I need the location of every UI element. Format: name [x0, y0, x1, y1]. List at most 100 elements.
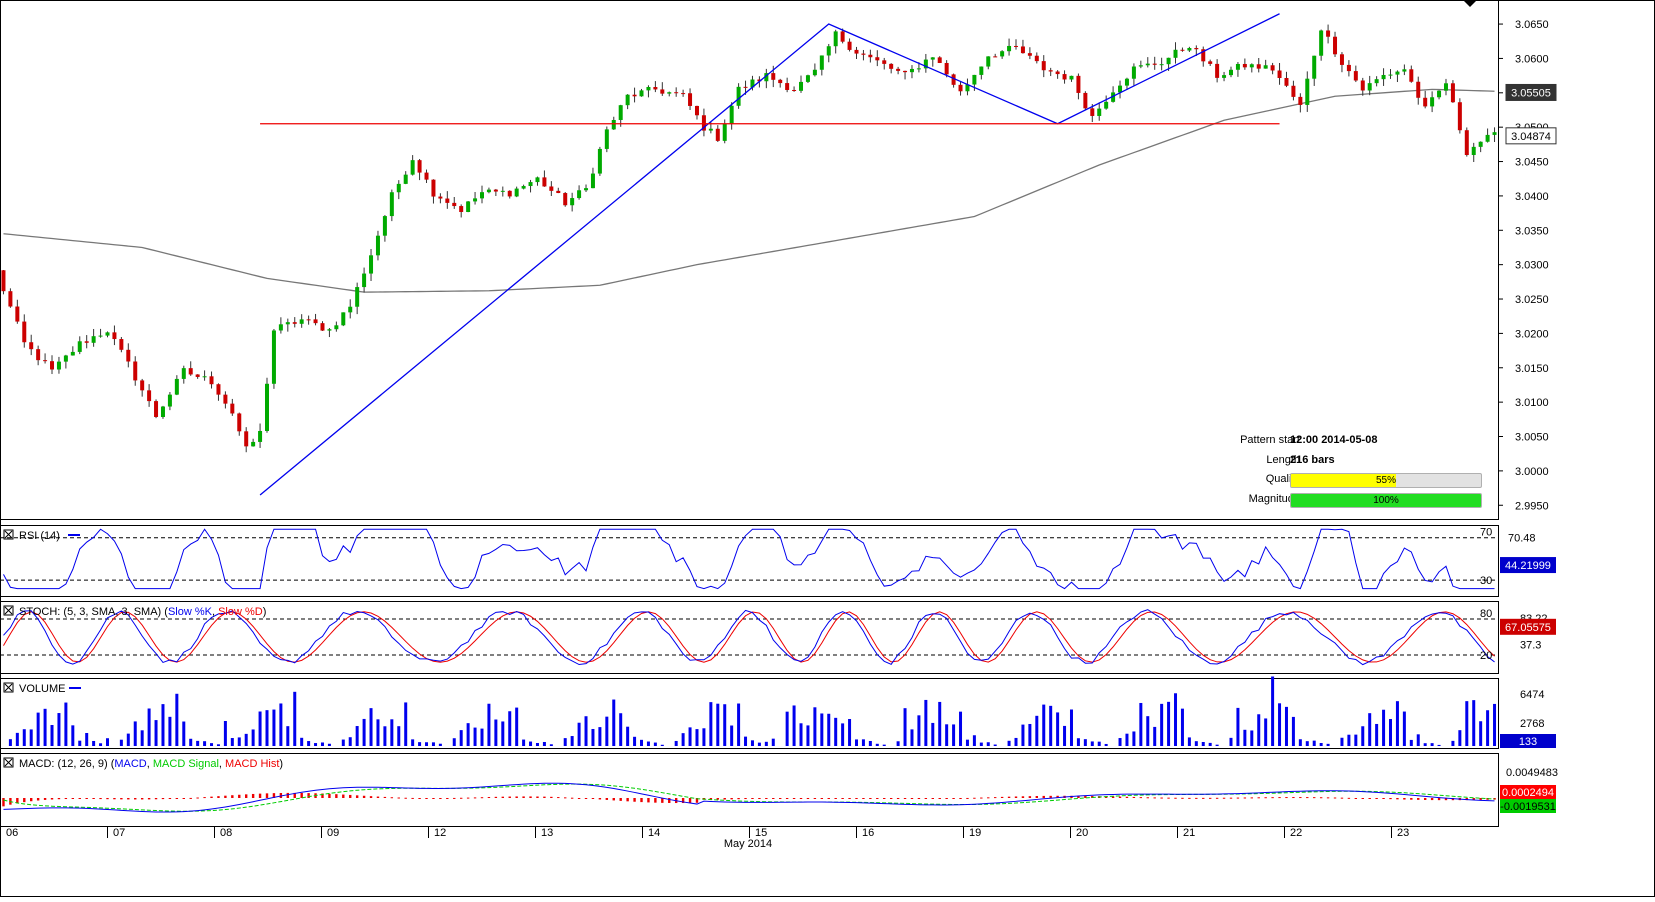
volume-bar: [1132, 731, 1136, 746]
volume-bar: [203, 741, 207, 746]
stoch-tick-label: 37.3: [1520, 640, 1541, 652]
macd-hist-bar: [529, 796, 532, 798]
stoch-level-label: 80: [1480, 608, 1492, 620]
volume-bar: [716, 703, 720, 746]
volume-bar: [314, 743, 318, 746]
macd-hist-bar: [258, 793, 262, 798]
candle-body: [98, 335, 103, 337]
macd-hist-bar: [1167, 797, 1170, 799]
macd-hist-bar: [64, 798, 68, 800]
volume-bar: [140, 730, 144, 746]
candle-body: [861, 53, 866, 55]
volume-bar: [986, 742, 990, 746]
price-tick-label: 3.0150: [1515, 363, 1549, 375]
macd-hist-bar: [841, 798, 844, 799]
candle-body: [167, 394, 172, 407]
volume-bar: [1389, 719, 1393, 746]
volume-bar: [1104, 743, 1108, 746]
macd-hist-bar: [99, 798, 102, 800]
macd-hist-bar: [362, 795, 366, 798]
volume-bar: [820, 713, 824, 746]
macd-hist-bar: [1437, 798, 1441, 801]
candle-body: [77, 341, 82, 352]
candle-body: [889, 63, 894, 69]
volume-bar: [542, 741, 546, 746]
candle-body: [521, 186, 526, 189]
macd-badge: [1500, 799, 1556, 813]
candle-body: [403, 174, 408, 184]
candle-body: [1277, 70, 1282, 78]
candle-body: [1180, 49, 1185, 51]
macd-hist-bar: [30, 798, 33, 802]
volume-bar: [189, 738, 193, 746]
quality-row: Quality 55%: [1210, 473, 1490, 491]
stoch-k-line: [3, 609, 1495, 666]
macd-hist-bar: [1236, 797, 1240, 799]
macd-hist-bar: [1000, 796, 1004, 798]
macd-hist-bar: [1354, 798, 1358, 799]
macd-hist-bar: [376, 796, 380, 798]
macd-hist-bar: [1139, 797, 1143, 799]
volume-bar: [1146, 716, 1150, 746]
candle-body: [389, 192, 394, 217]
volume-bar: [175, 693, 179, 746]
day-label: 19: [969, 827, 981, 839]
volume-bar: [1472, 700, 1476, 746]
macd-hist-bar: [321, 793, 324, 798]
macd-hist-bar: [1035, 796, 1039, 798]
volume-bar: [813, 707, 817, 746]
candle-body: [1208, 61, 1213, 64]
candle-body: [1048, 70, 1053, 72]
volume-bar: [355, 726, 359, 746]
macd-badge-label: -0.0019531: [1500, 801, 1556, 813]
macd-hist-bar: [1389, 798, 1392, 800]
volume-bar: [612, 699, 616, 746]
volume-bar: [723, 704, 727, 746]
volume-bar: [1402, 711, 1406, 746]
volume-bar: [258, 711, 262, 746]
candle-body: [715, 128, 720, 141]
candle-body: [736, 86, 741, 106]
macd-hist-bar: [404, 797, 407, 799]
volume-bar: [1174, 693, 1178, 746]
candle-body: [646, 86, 651, 91]
volume-badge: [1500, 734, 1556, 748]
volume-bar: [1187, 737, 1191, 746]
candle-body: [1041, 61, 1046, 71]
volume-bar: [43, 708, 47, 746]
stoch-d-line: [3, 611, 1495, 663]
macd-hist-bar: [834, 798, 837, 799]
macd-hist-bar: [633, 798, 636, 802]
macd-hist-bar: [1292, 797, 1295, 799]
candle-body: [1450, 83, 1455, 103]
day-label: 08: [220, 827, 232, 839]
volume-bars-group: [8, 676, 1497, 746]
candle-body: [237, 413, 242, 432]
candle-body: [84, 341, 89, 343]
candle-body: [847, 41, 852, 50]
month-label: May 2014: [724, 838, 772, 850]
candle-body: [1014, 45, 1019, 47]
candle-body: [1409, 69, 1414, 82]
volume-bar: [1305, 741, 1309, 746]
macd-hist-bar: [425, 798, 428, 799]
macd-hist-bar: [300, 792, 303, 798]
candle-body: [632, 94, 637, 97]
candle-body: [903, 70, 908, 73]
macd-hist-bar: [564, 797, 567, 799]
macd-hist-bar: [383, 796, 387, 798]
candle-body: [195, 374, 200, 377]
macd-badge-label: 0.0002494: [1502, 787, 1554, 799]
candle-body: [348, 306, 353, 313]
volume-bar: [827, 713, 831, 746]
volume-bar: [681, 733, 685, 746]
macd-hist-bar: [1014, 796, 1018, 798]
candle-body: [951, 74, 956, 85]
candle-body: [694, 105, 699, 116]
price-tick-label: 2.9950: [1515, 500, 1549, 512]
candle-body: [563, 193, 568, 206]
macd-hist-bar: [1215, 797, 1219, 799]
macd-hist-bar: [217, 796, 220, 798]
volume-bar: [1083, 739, 1087, 746]
